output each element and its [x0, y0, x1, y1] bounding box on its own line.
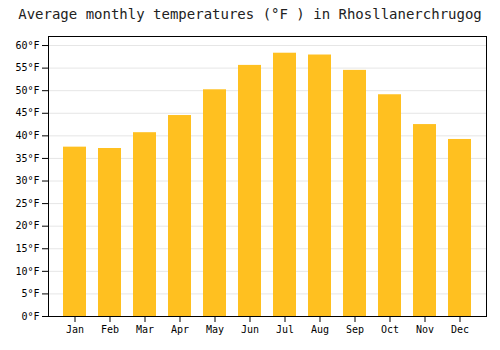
svg-text:Jul: Jul: [276, 324, 294, 335]
svg-text:45°F: 45°F: [15, 107, 39, 118]
svg-text:Nov: Nov: [416, 324, 434, 335]
svg-text:15°F: 15°F: [15, 243, 39, 254]
svg-text:Sep: Sep: [346, 324, 364, 335]
svg-text:Feb: Feb: [101, 324, 119, 335]
svg-text:55°F: 55°F: [15, 62, 39, 73]
svg-text:May: May: [206, 324, 224, 335]
svg-text:Mar: Mar: [136, 324, 154, 335]
html-text:Average monthly temperatures (: Average monthly temperatures (°F ) in Rh…: [18, 6, 482, 22]
svg-text:60°F: 60°F: [15, 40, 39, 51]
svg-text:35°F: 35°F: [15, 153, 39, 164]
svg-text:Dec: Dec: [451, 324, 469, 335]
svg-text:10°F: 10°F: [15, 266, 39, 277]
svg-text:40°F: 40°F: [15, 130, 39, 141]
svg-text:50°F: 50°F: [15, 85, 39, 96]
svg-text:Aug: Aug: [311, 324, 329, 335]
svg-text:30°F: 30°F: [15, 175, 39, 186]
svg-text:5°F: 5°F: [21, 288, 39, 299]
svg-text:0°F: 0°F: [21, 311, 39, 322]
svg-text:Oct: Oct: [381, 324, 399, 335]
svg-text:25°F: 25°F: [15, 198, 39, 209]
svg-text:Jun: Jun: [241, 324, 259, 335]
svg-text:Jan: Jan: [66, 324, 84, 335]
svg-text:Apr: Apr: [171, 324, 189, 335]
svg-text:20°F: 20°F: [15, 220, 39, 231]
